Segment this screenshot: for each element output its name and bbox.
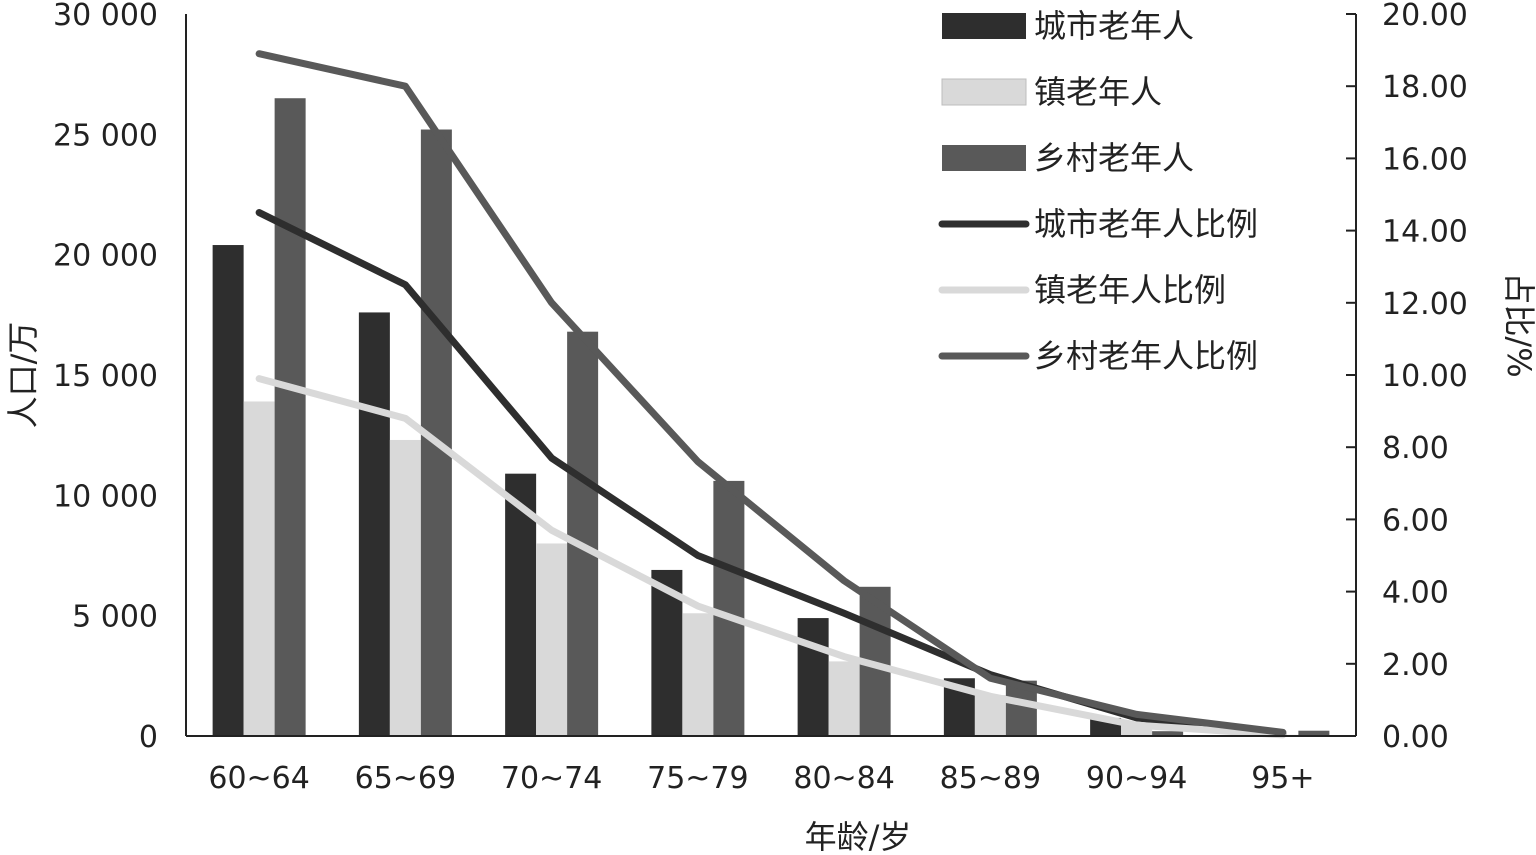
right-tick-labels: 0.00 2.00 4.00 6.00 8.00 10.00 12.00 14.00 16.00… [1346,0,1468,755]
left-tick-label: 15 000 [53,359,158,394]
x-tick-label: 90~94 [1086,761,1187,796]
bar [1152,731,1184,736]
bar [682,613,714,736]
left-axis-title: 人口/万 [4,322,42,429]
right-tick-label: 14.00 [1382,215,1468,250]
legend-swatch [942,13,1026,39]
lines-layer [255,50,1287,739]
legend-swatch [942,145,1026,171]
legend-label: 镇老年人 [1034,73,1162,111]
legend-label: 乡村老年人比例 [1034,337,1258,375]
x-tick-label: 80~84 [793,761,894,796]
left-tick-label: 25 000 [53,118,158,153]
left-tick-label: 20 000 [53,239,158,274]
right-tick-label: 12.00 [1382,287,1468,322]
left-tick-label: 30 000 [53,0,158,33]
x-tick-label: 70~74 [501,761,602,796]
right-tick-label: 4.00 [1382,576,1449,611]
bar [567,331,599,736]
legend-label: 城市老年人 [1034,7,1194,45]
series-line [255,50,1287,736]
right-tick-label: 0.00 [1382,720,1449,755]
legend-label: 城市老年人比例 [1034,205,1258,243]
left-tick-label: 0 [139,720,158,755]
bar [389,439,421,736]
left-tick-labels: 0 5 000 10 000 15 000 20 000 25 000 30 000 [53,0,158,755]
right-tick-label: 2.00 [1382,648,1449,683]
left-tick-label: 5 000 [72,600,158,635]
legend-label: 乡村老年人 [1034,139,1194,177]
bars-layer [212,98,1330,737]
right-tick-label: 20.00 [1382,0,1468,33]
right-tick-label: 18.00 [1382,70,1468,105]
x-tick-labels: 60~64 65~69 70~74 75~79 80~84 85~89 90~94 95+ [208,761,1314,796]
right-tick-label: 6.00 [1382,503,1449,538]
bar [243,401,275,736]
right-tick-label: 10.00 [1382,359,1468,394]
x-tick-label: 75~79 [647,761,748,796]
bar [713,480,745,736]
bar [358,312,390,736]
legend-label: 镇老年人比例 [1034,271,1226,309]
bar [536,543,568,736]
legend-swatch [941,78,1027,106]
series-line [255,375,1287,739]
x-tick-label: 95+ [1251,761,1314,796]
bar [274,98,306,736]
x-tick-label: 65~69 [355,761,456,796]
bar [1298,730,1330,736]
x-tick-label: 85~89 [940,761,1041,796]
x-axis-title: 年龄/岁 [805,818,912,855]
bar [974,695,1006,736]
right-tick-label: 16.00 [1382,142,1468,177]
left-tick-label: 10 000 [53,479,158,514]
bar [212,245,244,737]
right-tick-label: 8.00 [1382,431,1449,466]
x-tick-label: 60~64 [208,761,309,796]
bar [828,661,860,736]
bar [797,618,829,736]
right-axis-title: 占比/% [1500,272,1536,377]
